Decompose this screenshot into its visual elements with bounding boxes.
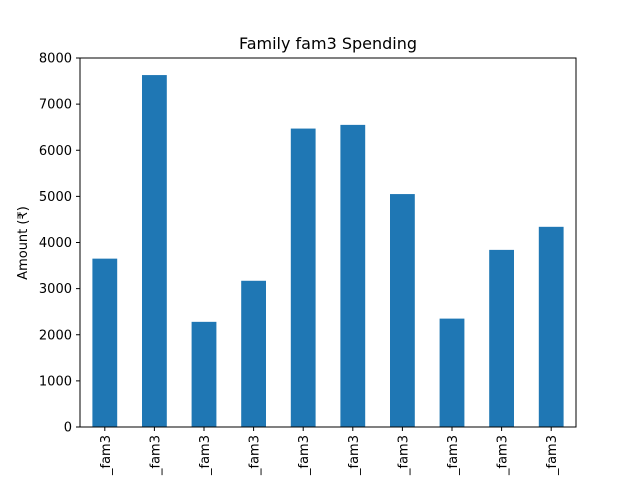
y-tick-label: 2000 [39,328,72,343]
x-tick-label: _fam3 [347,435,362,476]
bar-8 [439,318,465,427]
bar-9 [489,249,514,427]
bar-7 [390,194,415,427]
bar-4 [241,280,266,427]
bar-2 [142,75,167,427]
y-tick-label: 8000 [39,52,72,67]
y-tick-label: 1000 [39,374,72,389]
chart-title: Family fam3 Spending [239,34,417,53]
y-axis: 0 1000 2000 3000 4000 5000 6000 7000 8000 [39,52,80,436]
y-tick-label: 4000 [39,236,72,251]
x-tick-label: _fam3 [248,435,263,476]
bar-5 [290,128,316,427]
x-tick-label: _fam3 [396,435,411,476]
x-tick-label: _fam3 [297,435,312,476]
x-tick-label: _fam3 [99,435,114,476]
y-tick-label: 3000 [39,282,72,297]
plot-frame [79,57,577,428]
x-tick-label: _fam3 [446,435,461,476]
x-axis: _fam3 _fam3 _fam3 _fam3 _fam3 _fam3 _fam3 _fam3… [99,427,560,476]
bar-1 [92,258,118,427]
x-tick-label: _fam3 [545,435,560,476]
x-tick-label: _fam3 [148,435,163,476]
bar-3 [191,321,217,427]
x-tick-label: _fam3 [496,435,511,476]
bar-6 [340,124,366,427]
y-axis-label: Amount (₹) [16,206,31,280]
y-tick-label: 7000 [39,98,72,113]
y-tick-label: 5000 [39,190,72,205]
bar-10 [538,226,564,427]
y-tick-label: 6000 [39,144,72,159]
y-tick-label: 0 [64,421,72,436]
x-tick-label: _fam3 [198,435,213,476]
bars-group [92,75,564,427]
